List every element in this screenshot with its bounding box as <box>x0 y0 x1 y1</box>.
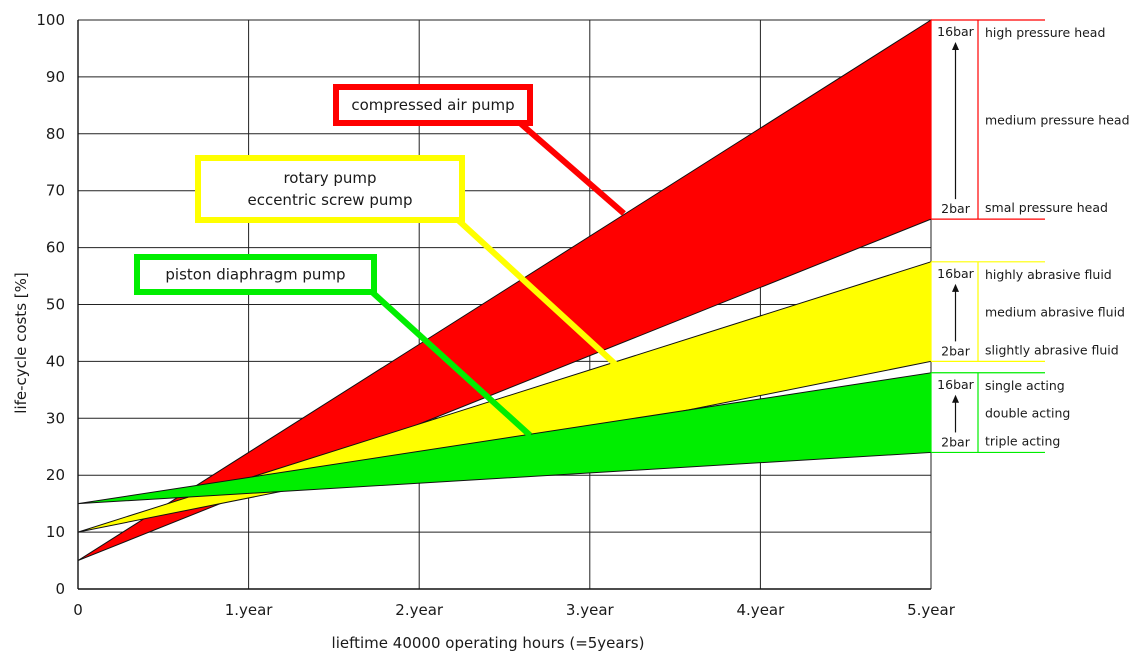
y-tick-label: 0 <box>55 580 65 598</box>
x-tick-label: 2.year <box>395 601 444 619</box>
axis-ticks: 0 10 20 30 40 50 60 70 80 90 100 0 1.year 2.year 3.yea… <box>36 11 955 619</box>
callouts: compressed air pump rotary pump eccentric … <box>134 84 626 438</box>
legend-label: medium abrasive fluid <box>985 305 1125 320</box>
y-tick-label: 40 <box>46 352 65 370</box>
callout-box <box>195 155 465 223</box>
y-tick-label: 100 <box>36 11 65 29</box>
y-tick-label: 10 <box>46 523 65 541</box>
side-legends: 16bar 2bar high pressure head medium pressu… <box>930 19 1130 454</box>
x-tick-label: 4.year <box>737 601 786 619</box>
legend-arrow-head <box>952 283 959 292</box>
callout-label: rotary pump <box>283 169 376 187</box>
x-axis-title: lieftime 40000 operating hours (=5years) <box>332 634 645 652</box>
legend-scale-bottom: 2bar <box>941 201 971 216</box>
y-tick-label: 20 <box>46 466 65 484</box>
callout-label: compressed air pump <box>351 96 514 114</box>
y-tick-label: 60 <box>46 239 65 257</box>
legend-label: slightly abrasive fluid <box>985 342 1119 357</box>
legend-scale-top: 16bar <box>937 24 975 39</box>
callout-box <box>134 254 377 295</box>
legend-label: single acting <box>985 378 1065 393</box>
legend-label: medium pressure head <box>985 113 1130 128</box>
callout-leader-line <box>455 217 618 367</box>
y-tick-label: 70 <box>46 182 65 200</box>
x-tick-label: 0 <box>73 601 83 619</box>
y-tick-label: 90 <box>46 68 65 86</box>
legend-label: highly abrasive fluid <box>985 267 1112 282</box>
legend-label: smal pressure head <box>985 200 1108 215</box>
series-band <box>77 372 932 505</box>
legend-label: high pressure head <box>985 25 1105 40</box>
callout-label: piston diaphragm pump <box>165 266 345 284</box>
callout-leader-line <box>518 120 626 216</box>
legend-label: triple acting <box>985 433 1060 448</box>
legend-arrow-head <box>952 394 959 403</box>
legend-scale-bottom: 2bar <box>941 434 971 449</box>
y-tick-label: 50 <box>46 296 65 314</box>
y-axis-title: life-cycle costs [%] <box>12 272 30 413</box>
x-tick-label: 1.year <box>225 601 274 619</box>
callout-label: eccentric screw pump <box>247 191 412 209</box>
y-tick-label: 80 <box>46 125 65 143</box>
y-tick-label: 30 <box>46 409 65 427</box>
legend-arrow-head <box>952 42 959 50</box>
callout-leader-line <box>369 289 533 438</box>
legend-label: double acting <box>985 406 1070 421</box>
legend-scale-bottom: 2bar <box>941 343 971 358</box>
legend-scale-top: 16bar <box>937 377 975 392</box>
legend-scale-top: 16bar <box>937 266 975 281</box>
x-tick-label: 5.year <box>907 601 956 619</box>
x-tick-label: 3.year <box>566 601 615 619</box>
callout-box <box>333 84 533 126</box>
plot-frame <box>77 20 931 590</box>
